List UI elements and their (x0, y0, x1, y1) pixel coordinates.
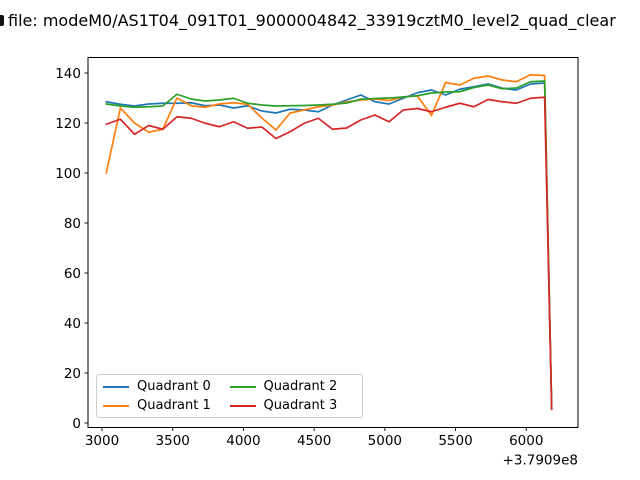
x-axis-tick-label: 4500 (297, 433, 331, 449)
legend-item-quadrant-2: Quadrant 2 (229, 379, 357, 394)
legend-item-quadrant-3: Quadrant 3 (229, 398, 357, 413)
x-axis-tick-label: 3000 (85, 433, 119, 449)
figure-title: file: modeM0/AS1T04_091T01_9000004842_33… (8, 11, 616, 30)
y-axis-tick-label: 120 (55, 116, 81, 132)
y-axis-tick-label: 60 (64, 266, 81, 282)
x-axis-offset-label: +3.7909e8 (503, 453, 578, 469)
x-axis-tick-label: 6000 (509, 433, 543, 449)
series-line-quadrant-2 (105, 80, 553, 411)
x-axis-tick-label: 4000 (226, 433, 260, 449)
y-axis-tick-label: 100 (55, 166, 81, 182)
series-line-quadrant-3 (105, 96, 553, 411)
y-axis-tick-label: 80 (64, 216, 81, 232)
legend: Quadrant 0 Quadrant 1 Quadrant 2 Quadrant 3 (96, 374, 363, 418)
x-axis-tick-label: 3500 (156, 433, 190, 449)
y-axis-tick-label: 0 (72, 416, 81, 432)
legend-label: Quadrant 3 (263, 398, 338, 413)
y-axis-tick-label: 40 (64, 316, 81, 332)
legend-label: Quadrant 0 (137, 379, 211, 394)
legend-line-sample (229, 404, 256, 407)
y-axis-tick-label: 20 (64, 366, 81, 382)
legend-item-quadrant-1: Quadrant 1 (103, 398, 230, 413)
legend-item-quadrant-0: Quadrant 0 (103, 379, 230, 394)
legend-label: Quadrant 1 (137, 398, 211, 413)
legend-line-sample (103, 385, 129, 388)
legend-label: Quadrant 2 (263, 379, 338, 394)
legend-line-sample (229, 385, 256, 388)
series-line-quadrant-1 (105, 73, 553, 411)
clipped-character-fragment (0, 15, 4, 26)
legend-line-sample (103, 404, 129, 407)
x-axis-tick-label: 5000 (368, 433, 402, 449)
plot-area-frame (87, 57, 579, 428)
series-line-quadrant-0 (105, 82, 553, 411)
y-axis-tick-label: 140 (55, 66, 81, 82)
x-axis-tick-label: 5500 (438, 433, 472, 449)
